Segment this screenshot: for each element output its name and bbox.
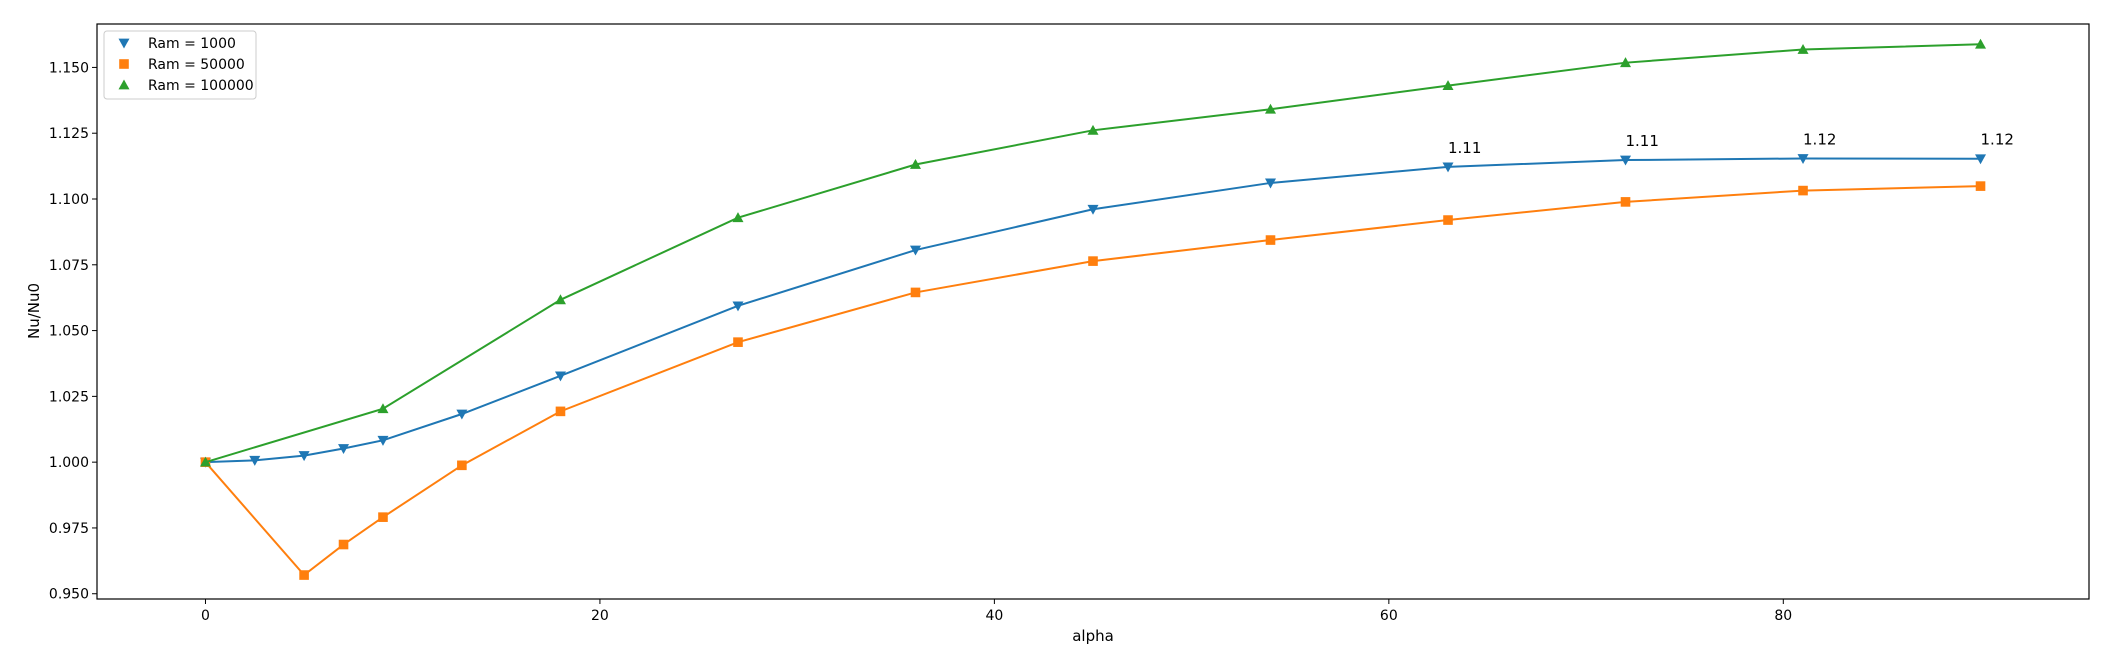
series-2 [200, 181, 1986, 580]
x-tick-label: 0 [201, 608, 210, 624]
series-layer [199, 38, 1987, 580]
data-point [1620, 57, 1632, 68]
x-tick-label: 60 [1380, 608, 1398, 624]
data-label: 1.11 [1626, 132, 1659, 150]
data-point [554, 371, 566, 382]
legend-box [103, 30, 257, 100]
data-point [1975, 38, 1987, 49]
data-point [1798, 185, 1808, 196]
data-point [377, 435, 389, 446]
data-label: 1.12 [1803, 130, 1836, 148]
y-tick-label: 1.000 [49, 455, 89, 471]
data-point [1620, 155, 1632, 166]
y-tick-label: 1.075 [49, 258, 89, 274]
y-tick-label: 1.100 [49, 192, 89, 208]
data-point [910, 287, 921, 298]
plot-area [96, 23, 2090, 600]
data-point [338, 444, 350, 454]
y-tick-label: 1.150 [49, 60, 89, 76]
data-point [378, 512, 388, 522]
y-tick-label: 1.125 [49, 126, 89, 142]
data-point [298, 451, 310, 462]
data-point [1087, 124, 1099, 135]
y-tick-label: 0.975 [49, 521, 89, 537]
x-axis-ticks: 0 20 40 60 80 [201, 599, 1792, 624]
y-tick-label: 1.050 [49, 324, 89, 340]
legend-marker [119, 59, 129, 69]
x-tick-label: 20 [591, 608, 609, 624]
series-line [204, 185, 1981, 577]
data-point [199, 456, 211, 467]
data-point [732, 301, 744, 312]
data-point [1265, 235, 1276, 245]
data-point [299, 570, 309, 580]
series-1 [199, 154, 1987, 468]
x-tick-label: 40 [985, 608, 1003, 624]
legend-marker [118, 38, 130, 49]
data-point [1620, 197, 1631, 207]
x-axis-label: alpha [1072, 627, 1114, 645]
legend-label: Ram = 1000 [148, 36, 236, 52]
legend: Ram = 1000 Ram = 50000 Ram = 100000 [103, 30, 257, 100]
annotations: 1.11 1.11 1.12 1.12 [1448, 130, 2014, 156]
data-point [338, 539, 349, 550]
y-tick-label: 0.950 [49, 587, 89, 603]
data-point [1975, 154, 1987, 165]
data-point [1442, 80, 1454, 90]
y-axis-ticks: 0.950 0.975 1.000 1.025 1.050 1.075 1.100 1.125… [49, 60, 97, 603]
data-label: 1.11 [1448, 139, 1481, 157]
data-point [1088, 256, 1098, 266]
data-point [732, 212, 744, 223]
legend-marker [118, 79, 130, 90]
data-point [377, 403, 389, 414]
y-axis-label: Nu/Nu0 [25, 283, 43, 339]
data-point [554, 294, 566, 305]
data-point [1797, 154, 1809, 164]
data-point [555, 406, 566, 417]
data-point [1975, 181, 1986, 191]
data-point [457, 460, 467, 471]
data-point [1087, 204, 1099, 215]
data-point [1443, 215, 1453, 225]
data-label: 1.12 [1981, 131, 2014, 149]
data-point [1265, 103, 1277, 114]
legend-label: Ram = 50000 [148, 57, 245, 73]
series-3 [199, 38, 1987, 467]
data-point [456, 409, 468, 420]
y-tick-label: 1.025 [49, 389, 89, 405]
data-point [909, 159, 921, 169]
data-point [1265, 178, 1277, 189]
x-tick-label: 80 [1774, 608, 1792, 624]
data-point [1442, 162, 1454, 173]
data-point [909, 245, 921, 256]
data-point [1797, 44, 1809, 54]
legend-label: Ram = 100000 [148, 78, 254, 94]
data-point [733, 337, 743, 347]
data-point [249, 455, 261, 466]
